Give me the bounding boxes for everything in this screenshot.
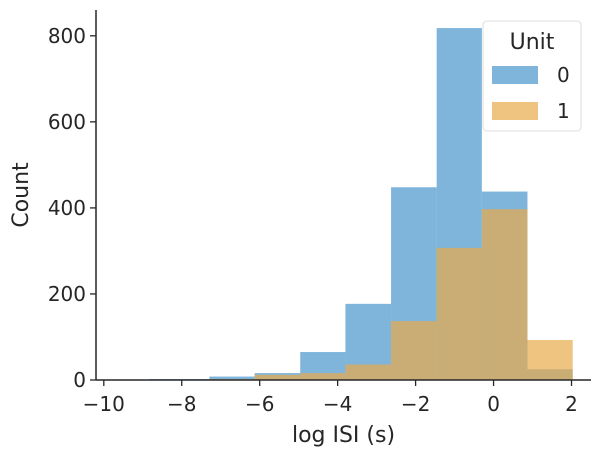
x-tick-label: −10 — [83, 392, 125, 416]
ticks-group: −10 −8 −6 −4 −2 0 2 0 200 400 600 800 — [48, 24, 578, 416]
y-tick-label: 200 — [48, 282, 86, 306]
x-tick-label: −6 — [245, 392, 274, 416]
y-tick-label: 800 — [48, 24, 86, 48]
bar-unit-1-bin-4 — [300, 373, 346, 380]
x-tick-label: −2 — [401, 392, 430, 416]
axes-group — [95, 10, 591, 381]
bar-unit-1-bin-8 — [481, 209, 528, 380]
bar-unit-1-bin-5 — [345, 364, 392, 380]
bar-unit-1-bin-7 — [436, 247, 482, 380]
y-tick-label: 400 — [48, 196, 86, 220]
legend-swatch-unit-1 — [492, 102, 538, 120]
legend-items: 01 — [492, 63, 570, 123]
x-tick-label: −4 — [323, 392, 352, 416]
bar-unit-0-bin-2 — [209, 376, 255, 380]
x-tick-label: 0 — [487, 392, 500, 416]
y-tick-label: 600 — [48, 110, 86, 134]
bar-unit-1-bin-9 — [527, 339, 573, 380]
legend-label-unit-0: 0 — [557, 63, 570, 87]
legend: Unit 01 — [482, 20, 582, 132]
bar-unit-1-bin-3 — [254, 374, 301, 380]
x-tick-label: −8 — [167, 392, 196, 416]
x-axis-label: log ISI (s) — [292, 423, 395, 448]
bar-unit-1-bin-6 — [391, 321, 437, 380]
y-axis-label: Count — [9, 162, 34, 228]
bars-group — [103, 28, 573, 381]
legend-label-unit-1: 1 — [557, 99, 570, 123]
legend-title: Unit — [510, 30, 555, 55]
y-tick-label: 0 — [73, 368, 86, 392]
legend-swatch-unit-0 — [492, 66, 538, 84]
x-tick-label: 2 — [565, 392, 578, 416]
